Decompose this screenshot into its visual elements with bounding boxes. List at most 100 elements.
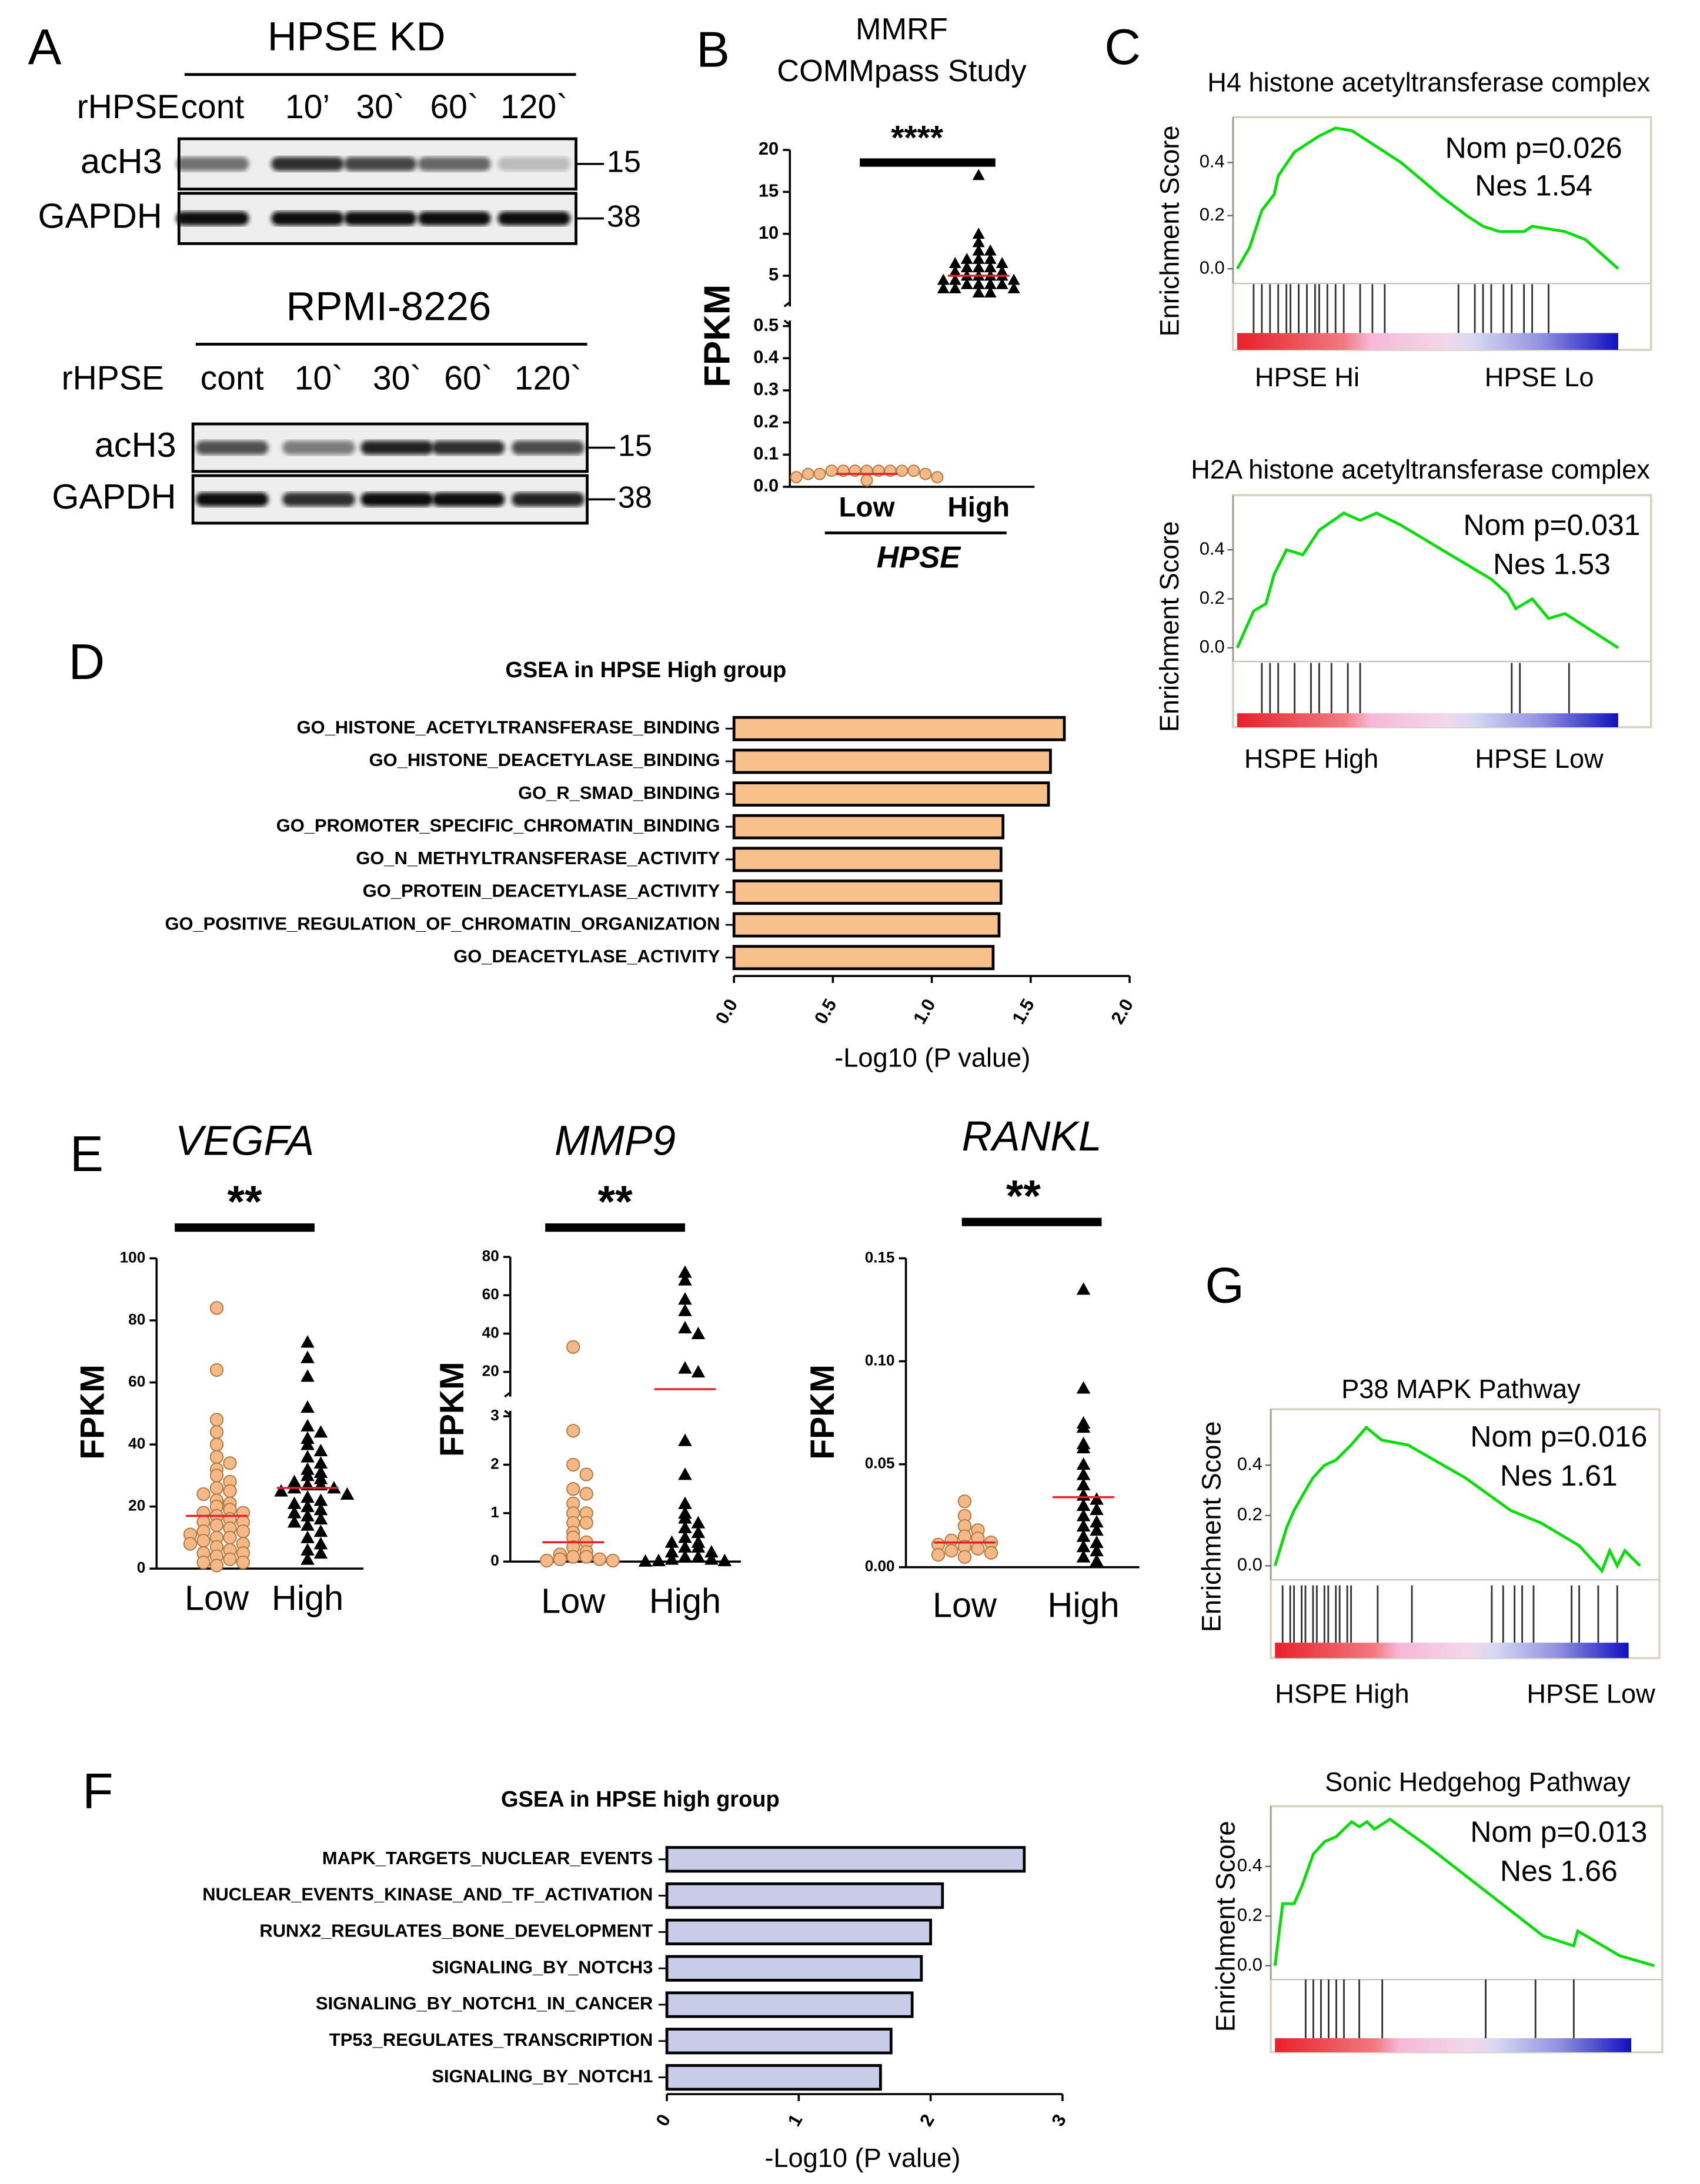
data-point — [972, 236, 985, 248]
y-tick-label: 40 — [128, 1434, 145, 1452]
data-point — [678, 1520, 692, 1534]
bar — [732, 847, 1003, 872]
annotation: Nes 1.53 — [1493, 548, 1611, 581]
x-tick-label: Low — [541, 1581, 606, 1620]
x-axis-label: -Log10 (P value) — [764, 2143, 960, 2173]
blot-band — [497, 211, 571, 226]
y-tick-label: 0 — [137, 1558, 146, 1576]
group-label: HPSE Low — [1527, 1679, 1655, 1709]
category-label: RUNX2_REGULATES_BONE_DEVELOPMENT — [259, 1921, 653, 1941]
data-point — [209, 1363, 224, 1377]
data-point — [287, 1506, 302, 1519]
x-tick-label: 0.5 — [810, 995, 841, 1028]
rank-bar — [1275, 2038, 1632, 2052]
data-point — [948, 282, 961, 293]
lane-label: 60` — [444, 359, 492, 397]
data-point — [313, 1456, 328, 1469]
data-point — [972, 169, 985, 180]
y-tick-label: 100 — [120, 1248, 146, 1266]
panel-label: C — [1104, 19, 1141, 75]
data-point — [1090, 1492, 1104, 1505]
y-tick-label: 20 — [759, 138, 779, 159]
enrichment-curve — [1236, 126, 1619, 270]
blot-band — [176, 211, 249, 226]
y-tick-label: 0.1 — [753, 443, 779, 464]
blot-band — [282, 492, 355, 507]
blot-band — [512, 492, 585, 507]
data-point — [678, 1511, 692, 1524]
y-tick-label: 0.4 — [1200, 538, 1225, 558]
data-point — [1076, 1440, 1091, 1454]
annotation: Nes 1.54 — [1475, 169, 1592, 202]
y-tick-label: 0.2 — [1200, 204, 1225, 225]
bar — [732, 879, 1003, 905]
axis-break — [783, 319, 791, 326]
blot-band — [271, 156, 344, 171]
category-label: NUCLEAR_EVENTS_KINASE_AND_TF_ACTIVATION — [202, 1884, 653, 1905]
panel-label: B — [696, 22, 730, 78]
data-point — [907, 464, 920, 477]
category-label: SIGNALING_BY_NOTCH1_IN_CANCER — [316, 1993, 653, 2014]
blot-band — [195, 440, 269, 455]
data-point — [691, 1326, 706, 1339]
data-point — [579, 1467, 593, 1481]
y-axis-label: Enrichment Score — [1154, 126, 1184, 337]
data-point — [209, 1301, 224, 1315]
data-point — [209, 1437, 224, 1451]
category-label: GO_DEACETYLASE_ACTIVITY — [453, 946, 720, 966]
data-point — [540, 1554, 554, 1568]
y-tick-label: 60 — [482, 1285, 499, 1303]
data-point — [340, 1487, 355, 1500]
panel-label: G — [1205, 1257, 1244, 1313]
data-point — [931, 1548, 946, 1562]
y-tick-label: 0.2 — [1200, 587, 1225, 608]
data-point — [1076, 1282, 1091, 1295]
data-point — [300, 1552, 315, 1565]
data-point — [704, 1552, 719, 1565]
category-label: GO_POSITIVE_REGULATION_OF_CHROMATIN_ORGA… — [165, 913, 720, 934]
y-tick-label: 1 — [490, 1503, 499, 1521]
blot-title: RPMI-8226 — [286, 283, 492, 329]
significance: **** — [891, 119, 944, 157]
category-label: SIGNALING_BY_NOTCH3 — [432, 1956, 653, 1977]
data-point — [209, 1558, 224, 1573]
data-point — [236, 1524, 251, 1539]
data-point — [664, 1545, 679, 1558]
x-tick-label: 0.0 — [712, 995, 742, 1028]
y-tick-label: 0.5 — [753, 315, 779, 335]
y-tick-label: 15 — [759, 180, 779, 201]
data-point — [678, 1467, 692, 1480]
blot-band — [432, 492, 505, 507]
kda-label: 15 — [607, 145, 641, 179]
data-point — [957, 1550, 972, 1564]
data-point — [931, 471, 944, 484]
category-label: MAPK_TARGETS_NUCLEAR_EVENTS — [322, 1848, 653, 1868]
row-label: acH3 — [95, 425, 176, 464]
data-point — [300, 1530, 315, 1543]
data-point — [1090, 1502, 1104, 1516]
data-point — [717, 1553, 732, 1567]
panel-label: E — [70, 1126, 103, 1182]
data-point — [209, 1425, 224, 1439]
x-tick-label: High — [947, 492, 1010, 523]
bar — [732, 945, 995, 971]
data-point — [313, 1524, 328, 1537]
data-point — [1090, 1544, 1104, 1557]
data-point — [960, 261, 973, 273]
data-point — [313, 1443, 328, 1457]
data-point — [678, 1265, 692, 1278]
data-point — [606, 1554, 620, 1568]
bar — [665, 2064, 882, 2091]
data-point — [1007, 282, 1020, 293]
data-point — [1076, 1529, 1091, 1542]
data-point — [196, 1487, 211, 1501]
axis-break — [504, 1392, 511, 1398]
blot-band — [418, 211, 491, 226]
data-point — [209, 1481, 224, 1495]
y-tick-label: 80 — [128, 1310, 145, 1328]
y-tick-label: 0.05 — [865, 1454, 895, 1472]
data-point — [691, 1550, 706, 1563]
data-point — [313, 1546, 328, 1559]
bar — [732, 781, 1050, 807]
y-tick-label: 0.2 — [753, 411, 779, 432]
